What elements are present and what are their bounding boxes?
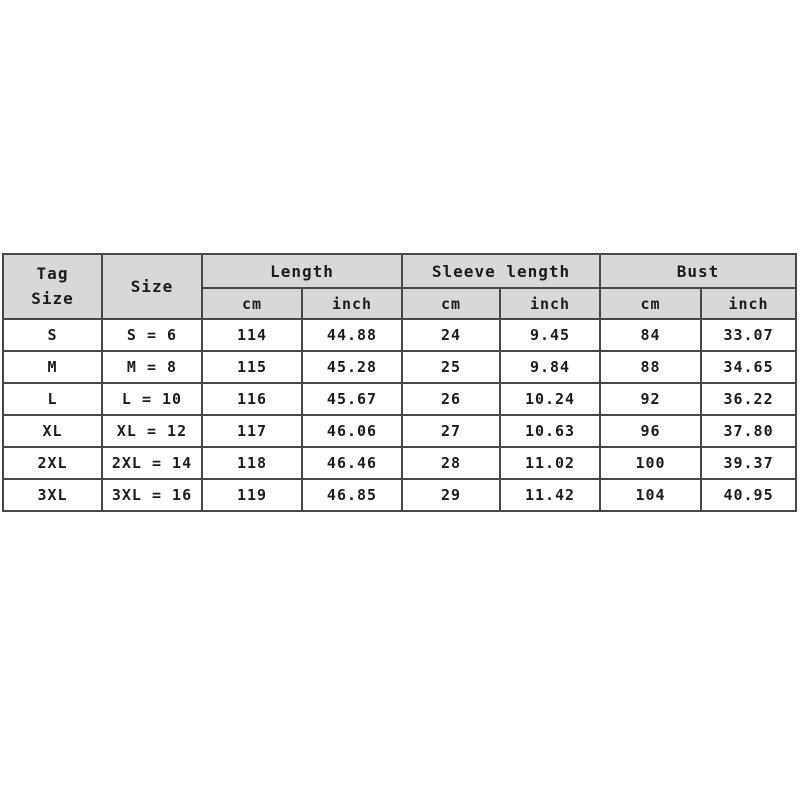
cell-bust-cm: 104 [599, 478, 703, 512]
header-size: Size [101, 253, 203, 320]
cell-sleeve-cm: 29 [401, 478, 502, 512]
header-length-cm: cm [201, 287, 303, 320]
cell-length-cm: 119 [201, 478, 303, 512]
header-sleeve-cm: cm [401, 287, 502, 320]
header-sleeve-length: Sleeve length [401, 253, 602, 289]
table-row-s: S S = 6 114 44.88 24 9.45 84 33.07 [2, 318, 798, 352]
cell-size: S = 6 [101, 318, 203, 352]
cell-size: L = 10 [101, 382, 203, 416]
cell-sleeve-inch: 10.24 [499, 382, 602, 416]
cell-bust-inch: 39.37 [700, 446, 798, 480]
header-unit-row: cm inch cm inch cm inch [3, 287, 798, 320]
cell-bust-inch: 37.80 [700, 414, 798, 448]
cell-bust-inch: 40.95 [700, 478, 798, 512]
header-group-row: Tag Size Size Length Sleeve length Bust [2, 253, 798, 320]
cell-length-inch: 46.46 [300, 446, 404, 480]
cell-sleeve-inch: 9.45 [499, 318, 602, 352]
cell-size: 3XL = 16 [101, 478, 203, 512]
cell-bust-cm: 92 [599, 382, 703, 416]
table-row-l: L L = 10 116 45.67 26 10.24 92 36.22 [2, 382, 798, 416]
cell-sleeve-inch: 11.02 [499, 446, 602, 480]
cell-size: M = 8 [101, 350, 203, 384]
cell-bust-inch: 33.07 [700, 318, 798, 352]
header-length: Length [200, 253, 404, 289]
cell-sleeve-cm: 24 [401, 318, 502, 352]
cell-sleeve-cm: 25 [401, 350, 502, 384]
cell-tag-size: L [2, 382, 103, 416]
cell-length-cm: 117 [201, 414, 303, 448]
table-row-m: M M = 8 115 45.28 25 9.84 88 34.65 [2, 350, 798, 384]
header-bust: Bust [599, 253, 798, 289]
table-row-xl: XL XL = 12 117 46.06 27 10.63 96 37.80 [2, 414, 798, 448]
header-tag-size-line1: Tag [36, 263, 69, 283]
cell-bust-inch: 36.22 [700, 382, 798, 416]
table-row-2xl: 2XL 2XL = 14 118 46.46 28 11.02 100 39.3… [2, 446, 798, 480]
header-tag-size-line2: Size [31, 288, 74, 308]
header-sleeve-inch: inch [499, 287, 602, 320]
cell-length-inch: 44.88 [300, 318, 404, 352]
cell-tag-size: XL [2, 414, 103, 448]
cell-sleeve-inch: 10.63 [499, 414, 602, 448]
cell-bust-cm: 96 [599, 414, 703, 448]
cell-length-cm: 118 [201, 446, 303, 480]
cell-tag-size: 2XL [2, 446, 103, 480]
cell-sleeve-cm: 26 [401, 382, 502, 416]
cell-sleeve-cm: 27 [401, 414, 502, 448]
cell-length-inch: 45.67 [300, 382, 404, 416]
cell-size: XL = 12 [101, 414, 203, 448]
cell-length-cm: 115 [201, 350, 303, 384]
table-row-3xl: 3XL 3XL = 16 119 46.85 29 11.42 104 40.9… [2, 478, 798, 512]
cell-bust-cm: 84 [599, 318, 703, 352]
cell-length-cm: 114 [201, 318, 303, 352]
cell-sleeve-cm: 28 [401, 446, 502, 480]
size-chart-table: Tag Size Size Length Sleeve length Bust … [2, 253, 798, 512]
cell-tag-size: S [2, 318, 103, 352]
cell-bust-cm: 100 [599, 446, 703, 480]
cell-sleeve-inch: 11.42 [499, 478, 602, 512]
cell-length-inch: 46.06 [300, 414, 404, 448]
cell-length-inch: 45.28 [300, 350, 404, 384]
header-bust-cm: cm [599, 287, 703, 320]
cell-tag-size: 3XL [2, 478, 103, 512]
cell-bust-cm: 88 [599, 350, 703, 384]
cell-bust-inch: 34.65 [700, 350, 798, 384]
cell-length-cm: 116 [201, 382, 303, 416]
cell-length-inch: 46.85 [300, 478, 404, 512]
cell-sleeve-inch: 9.84 [499, 350, 602, 384]
cell-size: 2XL = 14 [101, 446, 203, 480]
header-length-inch: inch [300, 287, 404, 320]
cell-tag-size: M [2, 350, 103, 384]
header-bust-inch: inch [700, 287, 798, 320]
header-tag-size: Tag Size [2, 253, 103, 320]
